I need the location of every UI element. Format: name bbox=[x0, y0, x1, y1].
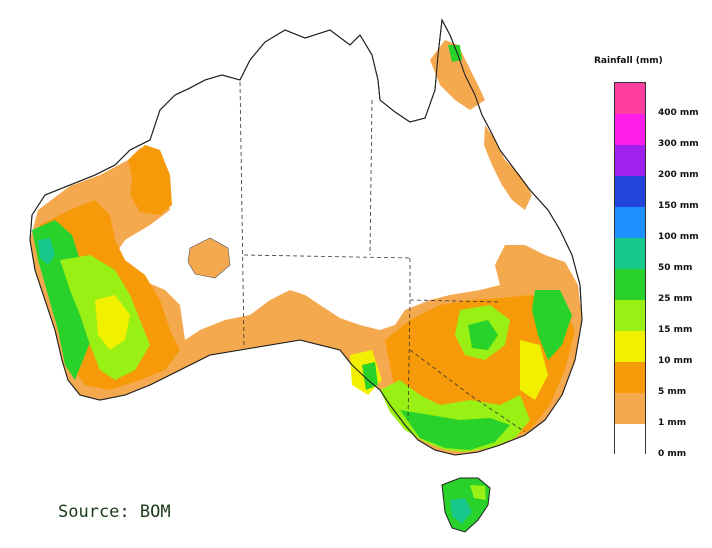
sa-rain-25mm bbox=[362, 362, 378, 390]
interior-rain-1mm bbox=[187, 237, 231, 279]
legend-swatch bbox=[615, 207, 645, 238]
legend-label: 100 mm bbox=[658, 232, 699, 242]
tasmania-rain-15mm bbox=[470, 485, 486, 500]
nt-qld-border bbox=[369, 99, 373, 256]
legend-swatch bbox=[615, 300, 645, 331]
coastline bbox=[29, 18, 583, 456]
legend-label: 300 mm bbox=[658, 139, 699, 149]
legend-label: 50 mm bbox=[658, 263, 693, 273]
legend-swatch bbox=[615, 238, 645, 269]
legend-swatch bbox=[615, 362, 645, 393]
ne-nsw-rain-50mm bbox=[468, 320, 498, 350]
source-caption: Source: BOM bbox=[58, 502, 171, 522]
legend-label: 15 mm bbox=[658, 325, 693, 335]
state-borders bbox=[239, 81, 526, 433]
wa-rain-10mm bbox=[95, 295, 130, 350]
qld-coast-rain-1mm bbox=[430, 40, 485, 110]
legend-swatch bbox=[615, 145, 645, 176]
se-rain-25mm bbox=[400, 410, 510, 450]
east-coast-rain-10mm bbox=[520, 340, 548, 400]
legend-label: 150 mm bbox=[658, 201, 699, 211]
legend-swatch bbox=[615, 176, 645, 207]
australia-rainfall-map bbox=[29, 18, 583, 533]
legend-color-bar bbox=[614, 82, 646, 455]
legend-swatch bbox=[615, 393, 645, 424]
wa-border bbox=[239, 81, 245, 346]
wa-rain-50mm bbox=[38, 238, 55, 265]
legend-swatch bbox=[615, 269, 645, 300]
legend-label: 5 mm bbox=[658, 387, 687, 397]
legend-swatch bbox=[615, 83, 645, 114]
legend-label: 400 mm bbox=[658, 108, 699, 118]
legend-swatch bbox=[615, 424, 645, 455]
kimberley-rain-5mm bbox=[128, 145, 172, 215]
tasmania-rain-50mm bbox=[450, 498, 472, 524]
sa-vic-border bbox=[407, 299, 411, 421]
qld-east-rain-1mm bbox=[484, 125, 532, 210]
legend-swatch bbox=[615, 331, 645, 362]
legend-label: 25 mm bbox=[658, 294, 693, 304]
legend-label: 200 mm bbox=[658, 170, 699, 180]
legend-label: 10 mm bbox=[658, 356, 693, 366]
legend-label: 0 mm bbox=[658, 449, 687, 459]
nsw-vic-border bbox=[409, 349, 526, 433]
legend-label: 1 mm bbox=[658, 418, 687, 428]
east-coast-rain-25mm bbox=[532, 290, 572, 360]
legend-title: Rainfall (mm) bbox=[594, 56, 663, 66]
legend-swatch bbox=[615, 114, 645, 145]
